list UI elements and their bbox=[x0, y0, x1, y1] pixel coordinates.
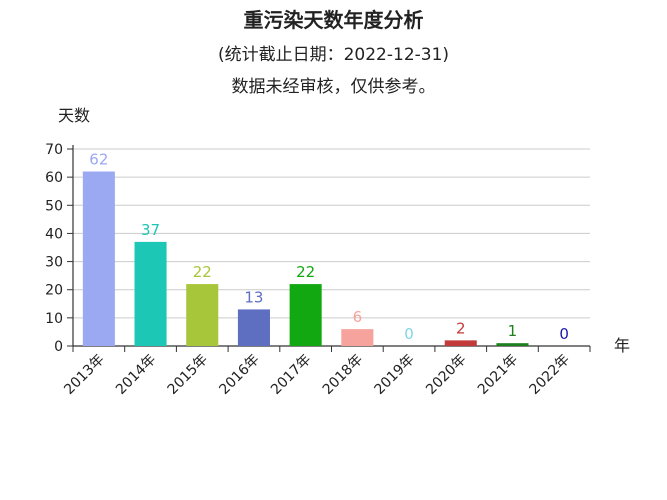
x-tick-label: 2015年 bbox=[165, 352, 211, 398]
bar-value-label: 37 bbox=[141, 221, 160, 239]
x-tick-label: 2017年 bbox=[268, 352, 314, 398]
bar bbox=[186, 284, 219, 346]
y-tick-label: 10 bbox=[45, 311, 63, 327]
bar-value-label: 1 bbox=[508, 322, 518, 340]
bar bbox=[341, 329, 374, 346]
bar bbox=[496, 343, 529, 346]
y-tick-label: 70 bbox=[45, 142, 63, 158]
bar bbox=[237, 309, 270, 346]
x-tick-label: 2018年 bbox=[320, 352, 366, 398]
x-tick-label: 2020年 bbox=[423, 352, 469, 398]
y-tick-label: 20 bbox=[45, 283, 63, 299]
x-tick-label: 2021年 bbox=[475, 352, 521, 398]
bar-value-label: 0 bbox=[559, 325, 569, 343]
bar-value-label: 6 bbox=[353, 308, 363, 326]
y-tick-label: 0 bbox=[54, 339, 63, 355]
y-tick-label: 60 bbox=[45, 170, 63, 186]
y-tick-label: 40 bbox=[45, 226, 63, 242]
chart-subtitle-date: (统计截止日期：2022-12-31) bbox=[217, 45, 450, 65]
bar bbox=[134, 241, 167, 346]
y-tick-label: 50 bbox=[45, 198, 63, 214]
chart-subtitle-note: 数据未经审核，仅供参考。 bbox=[231, 77, 436, 97]
bar bbox=[444, 340, 477, 346]
bar bbox=[289, 284, 322, 346]
x-tick-label: 2019年 bbox=[371, 352, 417, 398]
x-tick-label: 2014年 bbox=[113, 352, 159, 398]
x-tick-label: 2022年 bbox=[527, 352, 573, 398]
x-axis-title: 年 bbox=[614, 336, 630, 355]
bar-value-label: 22 bbox=[296, 263, 315, 281]
bar-value-label: 0 bbox=[404, 325, 414, 343]
bar-value-label: 62 bbox=[89, 151, 108, 169]
x-tick-label: 2016年 bbox=[216, 352, 262, 398]
chart-title: 重污染天数年度分析 bbox=[243, 8, 424, 32]
bar-value-label: 13 bbox=[244, 288, 263, 306]
x-tick-label: 2013年 bbox=[61, 352, 107, 398]
y-axis-title: 天数 bbox=[58, 106, 90, 125]
bar-value-label: 22 bbox=[193, 263, 212, 281]
y-tick-label: 30 bbox=[45, 255, 63, 271]
bar bbox=[82, 171, 115, 346]
bar-value-label: 2 bbox=[456, 319, 466, 337]
